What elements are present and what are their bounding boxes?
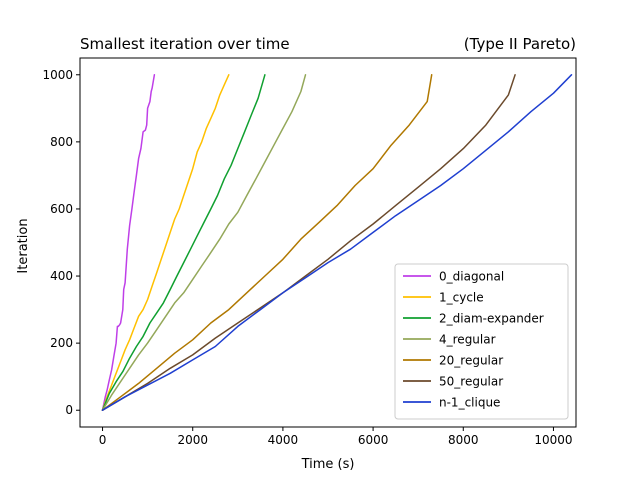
- plot-frame: [79, 57, 577, 428]
- x-tick-label: 10000: [534, 433, 572, 447]
- legend-box: [394, 263, 569, 420]
- chart-title-left: Smallest iteration over time: [80, 35, 290, 53]
- x-tick-label: 0: [99, 433, 107, 447]
- series-line-0: [101, 74, 156, 411]
- legend-label-6: n-1_clique: [439, 396, 500, 410]
- legend-label-1: 1_cycle: [439, 291, 484, 305]
- x-tick-label: 2000: [177, 433, 208, 447]
- legend-label-0: 0_diagonal: [439, 270, 504, 284]
- y-tick-label: 400: [50, 269, 73, 283]
- series-line-6: [101, 74, 573, 411]
- y-tick-label: 800: [50, 135, 73, 149]
- legend-label-4: 20_regular: [439, 354, 503, 368]
- y-axis-label: Iteration: [16, 218, 31, 273]
- axes-layer: 0 2000 4000 6000 8000 10000 0 200 400 600 800 1000: [42, 57, 577, 447]
- x-tick-label: 6000: [358, 433, 389, 447]
- legend: 0_diagonal 1_cycle 2_diam-expander 4_regula…: [394, 263, 569, 420]
- series-line-2: [101, 74, 266, 411]
- legend-label-2: 2_diam-expander: [439, 312, 544, 326]
- series-line-5: [101, 74, 516, 411]
- series-line-1: [101, 74, 230, 411]
- series-layer: [101, 74, 573, 411]
- series-line-4: [101, 74, 433, 411]
- y-tick-label: 600: [50, 202, 73, 216]
- legend-label-3: 4_regular: [439, 333, 496, 347]
- y-tick-label: 200: [50, 336, 73, 350]
- x-tick-label: 4000: [268, 433, 299, 447]
- legend-label-5: 50_regular: [439, 375, 503, 389]
- y-tick-label: 0: [65, 403, 73, 417]
- series-line-3: [101, 74, 307, 411]
- x-axis-label: Time (s): [301, 457, 355, 472]
- chart-title-right: (Type II Pareto): [464, 35, 576, 53]
- y-tick-label: 1000: [42, 68, 73, 82]
- x-tick-label: 8000: [448, 433, 479, 447]
